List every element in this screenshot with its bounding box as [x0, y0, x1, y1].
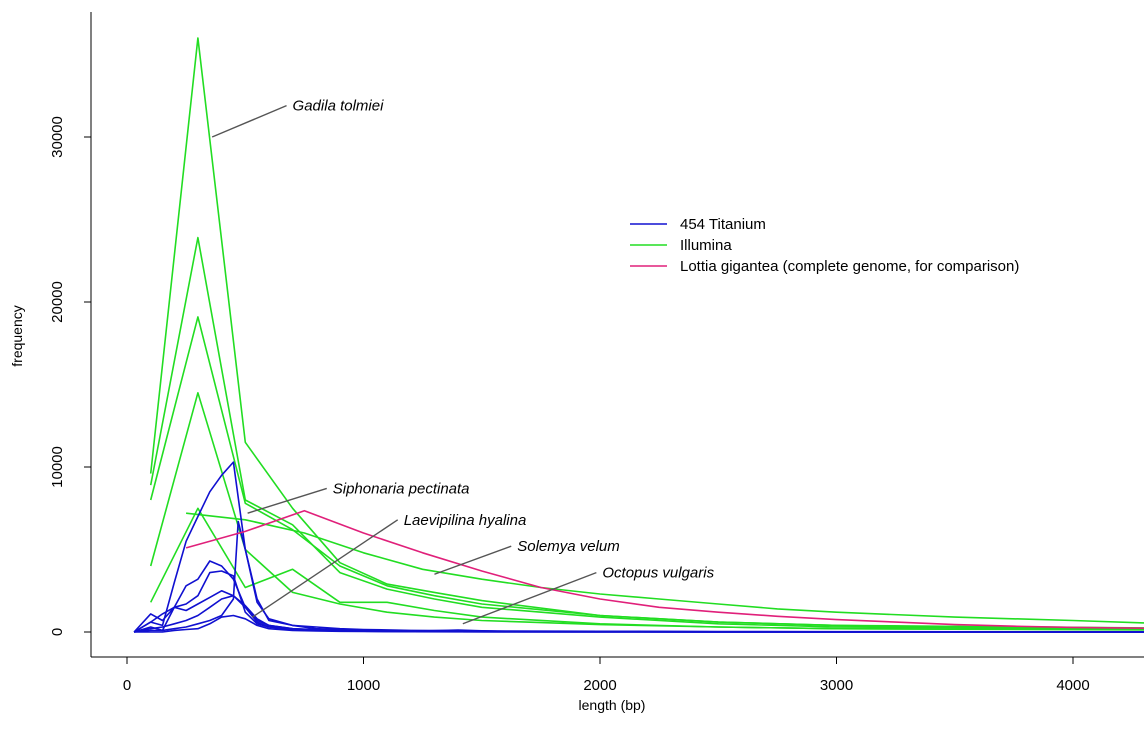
annotation-label: Gadila tolmiei	[293, 98, 385, 115]
annotation-leader	[434, 545, 512, 575]
x-tick-label: 2000	[583, 677, 616, 694]
annotation-leader	[462, 571, 597, 625]
tick-labels: 0 1000 2000 3000 4000 0 10000 20000 30000	[49, 116, 1090, 694]
legend: 454 Titanium Illumina Lottia gigantea (com…	[630, 216, 1019, 275]
annotations: Gadila tolmiei Siphonaria pectinata Laevip…	[211, 98, 715, 625]
y-axis-title: frequency	[9, 305, 25, 366]
axes	[90, 12, 1144, 658]
x-axis-title: length (bp)	[579, 697, 646, 713]
series-line-3	[149, 391, 1144, 631]
x-tick-label: 3000	[820, 677, 853, 694]
x-tick-label: 1000	[347, 677, 380, 694]
tick-marks	[84, 136, 1074, 664]
series-layer	[133, 37, 1144, 633]
x-tick-label: 0	[123, 677, 131, 694]
legend-label: 454 Titanium	[680, 216, 766, 233]
series-line-2	[149, 316, 1144, 629]
series-line-0	[149, 37, 1144, 630]
series-line-6	[133, 461, 1144, 633]
legend-label: Lottia gigantea (complete genome, for co…	[680, 258, 1019, 275]
series-line-12	[134, 614, 1144, 633]
y-tick-label: 10000	[49, 446, 66, 488]
series-line-5	[186, 512, 1144, 624]
series-line-1	[149, 236, 1144, 630]
x-tick-label: 4000	[1056, 677, 1089, 694]
y-tick-label: 30000	[49, 116, 66, 158]
annotation-label: Octopus vulgaris	[602, 565, 714, 582]
annotation-label: Siphonaria pectinata	[333, 480, 470, 497]
y-tick-label: 20000	[49, 281, 66, 323]
legend-label: Illumina	[680, 237, 732, 254]
series-line-13	[185, 509, 1144, 629]
annotation-label: Solemya velum	[517, 538, 620, 555]
y-tick-label: 0	[49, 628, 66, 636]
annotation-leader	[211, 105, 287, 138]
annotation-leader	[251, 519, 399, 618]
annotation-leader	[247, 487, 327, 514]
annotation-label: Laevipilina hyalina	[404, 512, 527, 529]
series-line-4	[149, 507, 1144, 631]
